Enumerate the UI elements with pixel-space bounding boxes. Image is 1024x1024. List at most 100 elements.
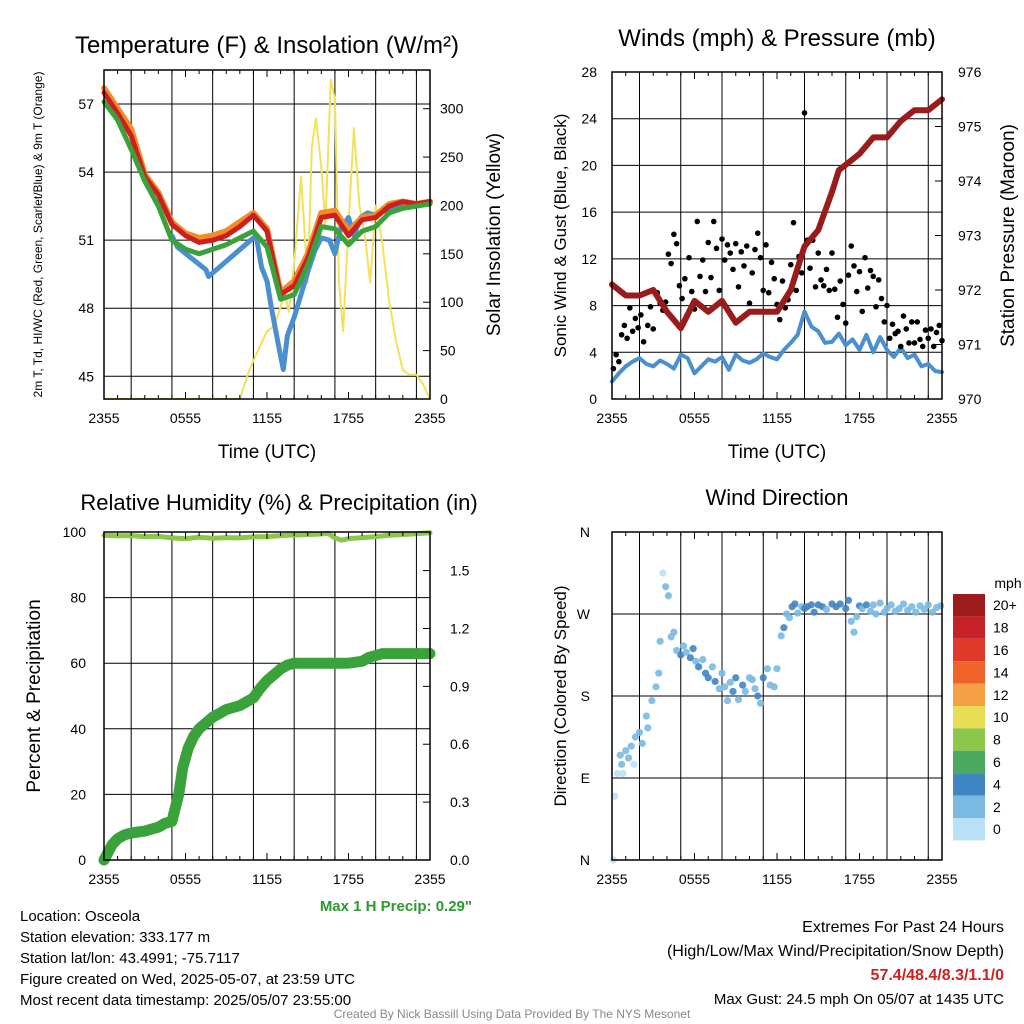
gust-point — [864, 285, 871, 291]
direction-point — [689, 645, 697, 653]
colorbar-swatch — [953, 661, 985, 684]
gust-point — [635, 324, 641, 331]
gust-point — [936, 322, 943, 329]
y-right-tick-label: 971 — [958, 337, 982, 353]
x-tick-label: 1755 — [844, 410, 875, 426]
gust-point — [699, 257, 706, 263]
insolation-line — [103, 78, 431, 400]
y-tick-label: 45 — [78, 368, 94, 384]
x-axis-label: Time (UTC) — [728, 442, 827, 463]
direction-point — [810, 608, 818, 616]
direction-point — [699, 655, 707, 664]
panel-4: N E S W N 2355 0555 1155 1755 2355 Wind Direction D… — [551, 485, 1022, 887]
x-tick-label: 1755 — [333, 410, 364, 426]
gust-point — [746, 300, 753, 307]
gust-point — [842, 320, 849, 326]
gust-point — [738, 249, 745, 255]
direction-point — [912, 608, 920, 616]
direction-point — [734, 696, 743, 704]
direction-point — [721, 683, 729, 691]
gust-point — [895, 328, 901, 335]
direction-point — [648, 696, 656, 705]
colorbar-swatch — [953, 594, 985, 617]
gust-point — [771, 275, 778, 282]
gust-point — [900, 313, 907, 319]
y-tick-label: 16 — [581, 204, 597, 220]
colorbar-swatch — [953, 638, 985, 662]
x-tick-label: 1155 — [762, 871, 792, 887]
gust-point — [867, 267, 874, 274]
direction-point — [748, 676, 756, 684]
gust-point — [716, 287, 723, 294]
recent-data: Most recent data timestamp: 2025/05/07 2… — [20, 992, 352, 1009]
x-tick-label: 0555 — [170, 871, 201, 887]
precip-line — [98, 648, 436, 866]
direction-point — [928, 608, 936, 616]
y-tick-label: 40 — [70, 721, 86, 737]
direction-point — [677, 651, 685, 659]
y-right-tick-label: 150 — [440, 246, 464, 262]
gust-point — [763, 242, 769, 248]
gust-point — [618, 331, 625, 338]
gust-point — [897, 343, 904, 350]
chart-title: Winds (mph) & Pressure (mb) — [618, 25, 935, 52]
gust-point — [757, 254, 764, 261]
colorbar: mph 20+ 18 16 14 12 10 8 6 4 2 0 — [953, 575, 1022, 841]
station-elevation: Station elevation: 333.177 m — [20, 929, 211, 946]
gust-point — [818, 277, 824, 283]
colorbar-swatch — [953, 706, 985, 729]
direction-point — [794, 609, 802, 617]
plot-area — [612, 72, 942, 399]
gust-point — [752, 246, 758, 253]
direction-point — [711, 677, 719, 686]
direction-point — [756, 699, 765, 707]
gust-point — [870, 273, 877, 280]
gust-point — [697, 273, 703, 280]
gust-point — [878, 295, 885, 302]
direction-point — [631, 733, 639, 741]
x-tick-label: 1155 — [762, 410, 792, 426]
gust-point — [851, 263, 857, 269]
direction-point — [662, 583, 670, 591]
y-right-tick-label: 973 — [958, 228, 982, 244]
gust-point — [840, 301, 846, 308]
direction-point — [638, 739, 646, 747]
direction-point — [751, 685, 759, 693]
direction-point — [847, 617, 855, 625]
colorbar-label: 4 — [993, 776, 1001, 792]
gust-point — [873, 303, 879, 310]
gust-point — [713, 245, 720, 252]
gust-point — [807, 265, 813, 272]
direction-point — [611, 792, 619, 800]
direction-point — [920, 605, 928, 614]
precip-annotation: Max 1 H Precip: 0.29" — [320, 898, 472, 915]
x-tick-label: 0555 — [679, 410, 710, 426]
direction-point — [644, 724, 652, 732]
y-tick-label: 12 — [581, 251, 597, 267]
y-right-tick-label: 1.2 — [450, 620, 470, 636]
gust-point — [647, 303, 654, 310]
gust-point — [889, 321, 896, 328]
direction-point — [624, 754, 633, 762]
chart-title: Relative Humidity (%) & Precipitation (i… — [80, 490, 477, 515]
max-gust: Max Gust: 24.5 mph On 05/07 at 1435 UTC — [713, 991, 1004, 1008]
pressure-line — [609, 96, 945, 332]
gust-point — [875, 277, 882, 283]
colorbar-label: 18 — [993, 620, 1009, 636]
gust-point — [644, 322, 651, 329]
x-tick-label: 2355 — [926, 871, 957, 887]
gust-point — [859, 308, 866, 315]
station-info: Location: Osceola Station elevation: 333… — [20, 906, 355, 1011]
y-tick-label: 60 — [70, 655, 86, 671]
x-tick-label: 2355 — [414, 871, 445, 887]
x-tick-label: 2355 — [596, 871, 627, 887]
gust-point — [613, 351, 619, 358]
direction-point — [759, 674, 767, 682]
extremes-title: Extremes For Past 24 Hours — [802, 919, 1004, 936]
colorbar-swatch — [953, 795, 985, 818]
y-right-tick-label: 974 — [958, 173, 982, 189]
gust-point — [823, 266, 830, 273]
direction-point — [616, 751, 624, 759]
direction-point — [739, 681, 747, 689]
direction-point — [642, 712, 650, 720]
